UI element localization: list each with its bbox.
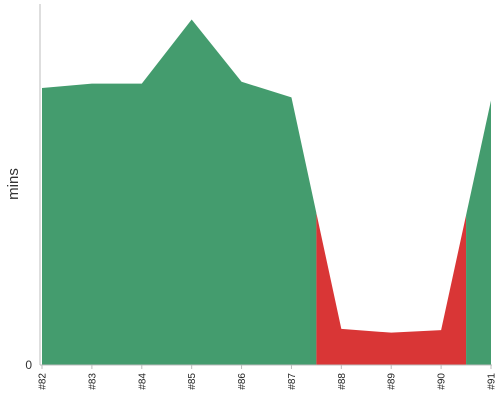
x-tick-label-87: #87 <box>287 373 298 390</box>
x-tick-label-86: #86 <box>237 373 248 390</box>
x-tick-labels: #82 #83 #84 #85 #86 #87 #88 #89 #90 #91 <box>38 365 498 390</box>
area-segment-failure-1 <box>316 213 467 365</box>
x-tick-label-85: #85 <box>187 373 198 390</box>
x-tick-label-89: #89 <box>387 373 398 390</box>
chart-areas <box>42 19 491 366</box>
y-axis-title: mins <box>5 168 22 200</box>
x-tick-label-84: #84 <box>137 373 148 390</box>
x-tick-label-83: #83 <box>87 373 98 390</box>
x-tick-label-82: #82 <box>38 373 49 390</box>
y-tick-label-0: 0 <box>25 358 32 372</box>
x-tick-label-91: #91 <box>487 373 498 390</box>
area-segment-success-2 <box>466 100 491 365</box>
area-segment-success-0 <box>42 19 317 366</box>
x-tick-label-90: #90 <box>437 373 448 390</box>
x-tick-label-88: #88 <box>337 373 348 390</box>
